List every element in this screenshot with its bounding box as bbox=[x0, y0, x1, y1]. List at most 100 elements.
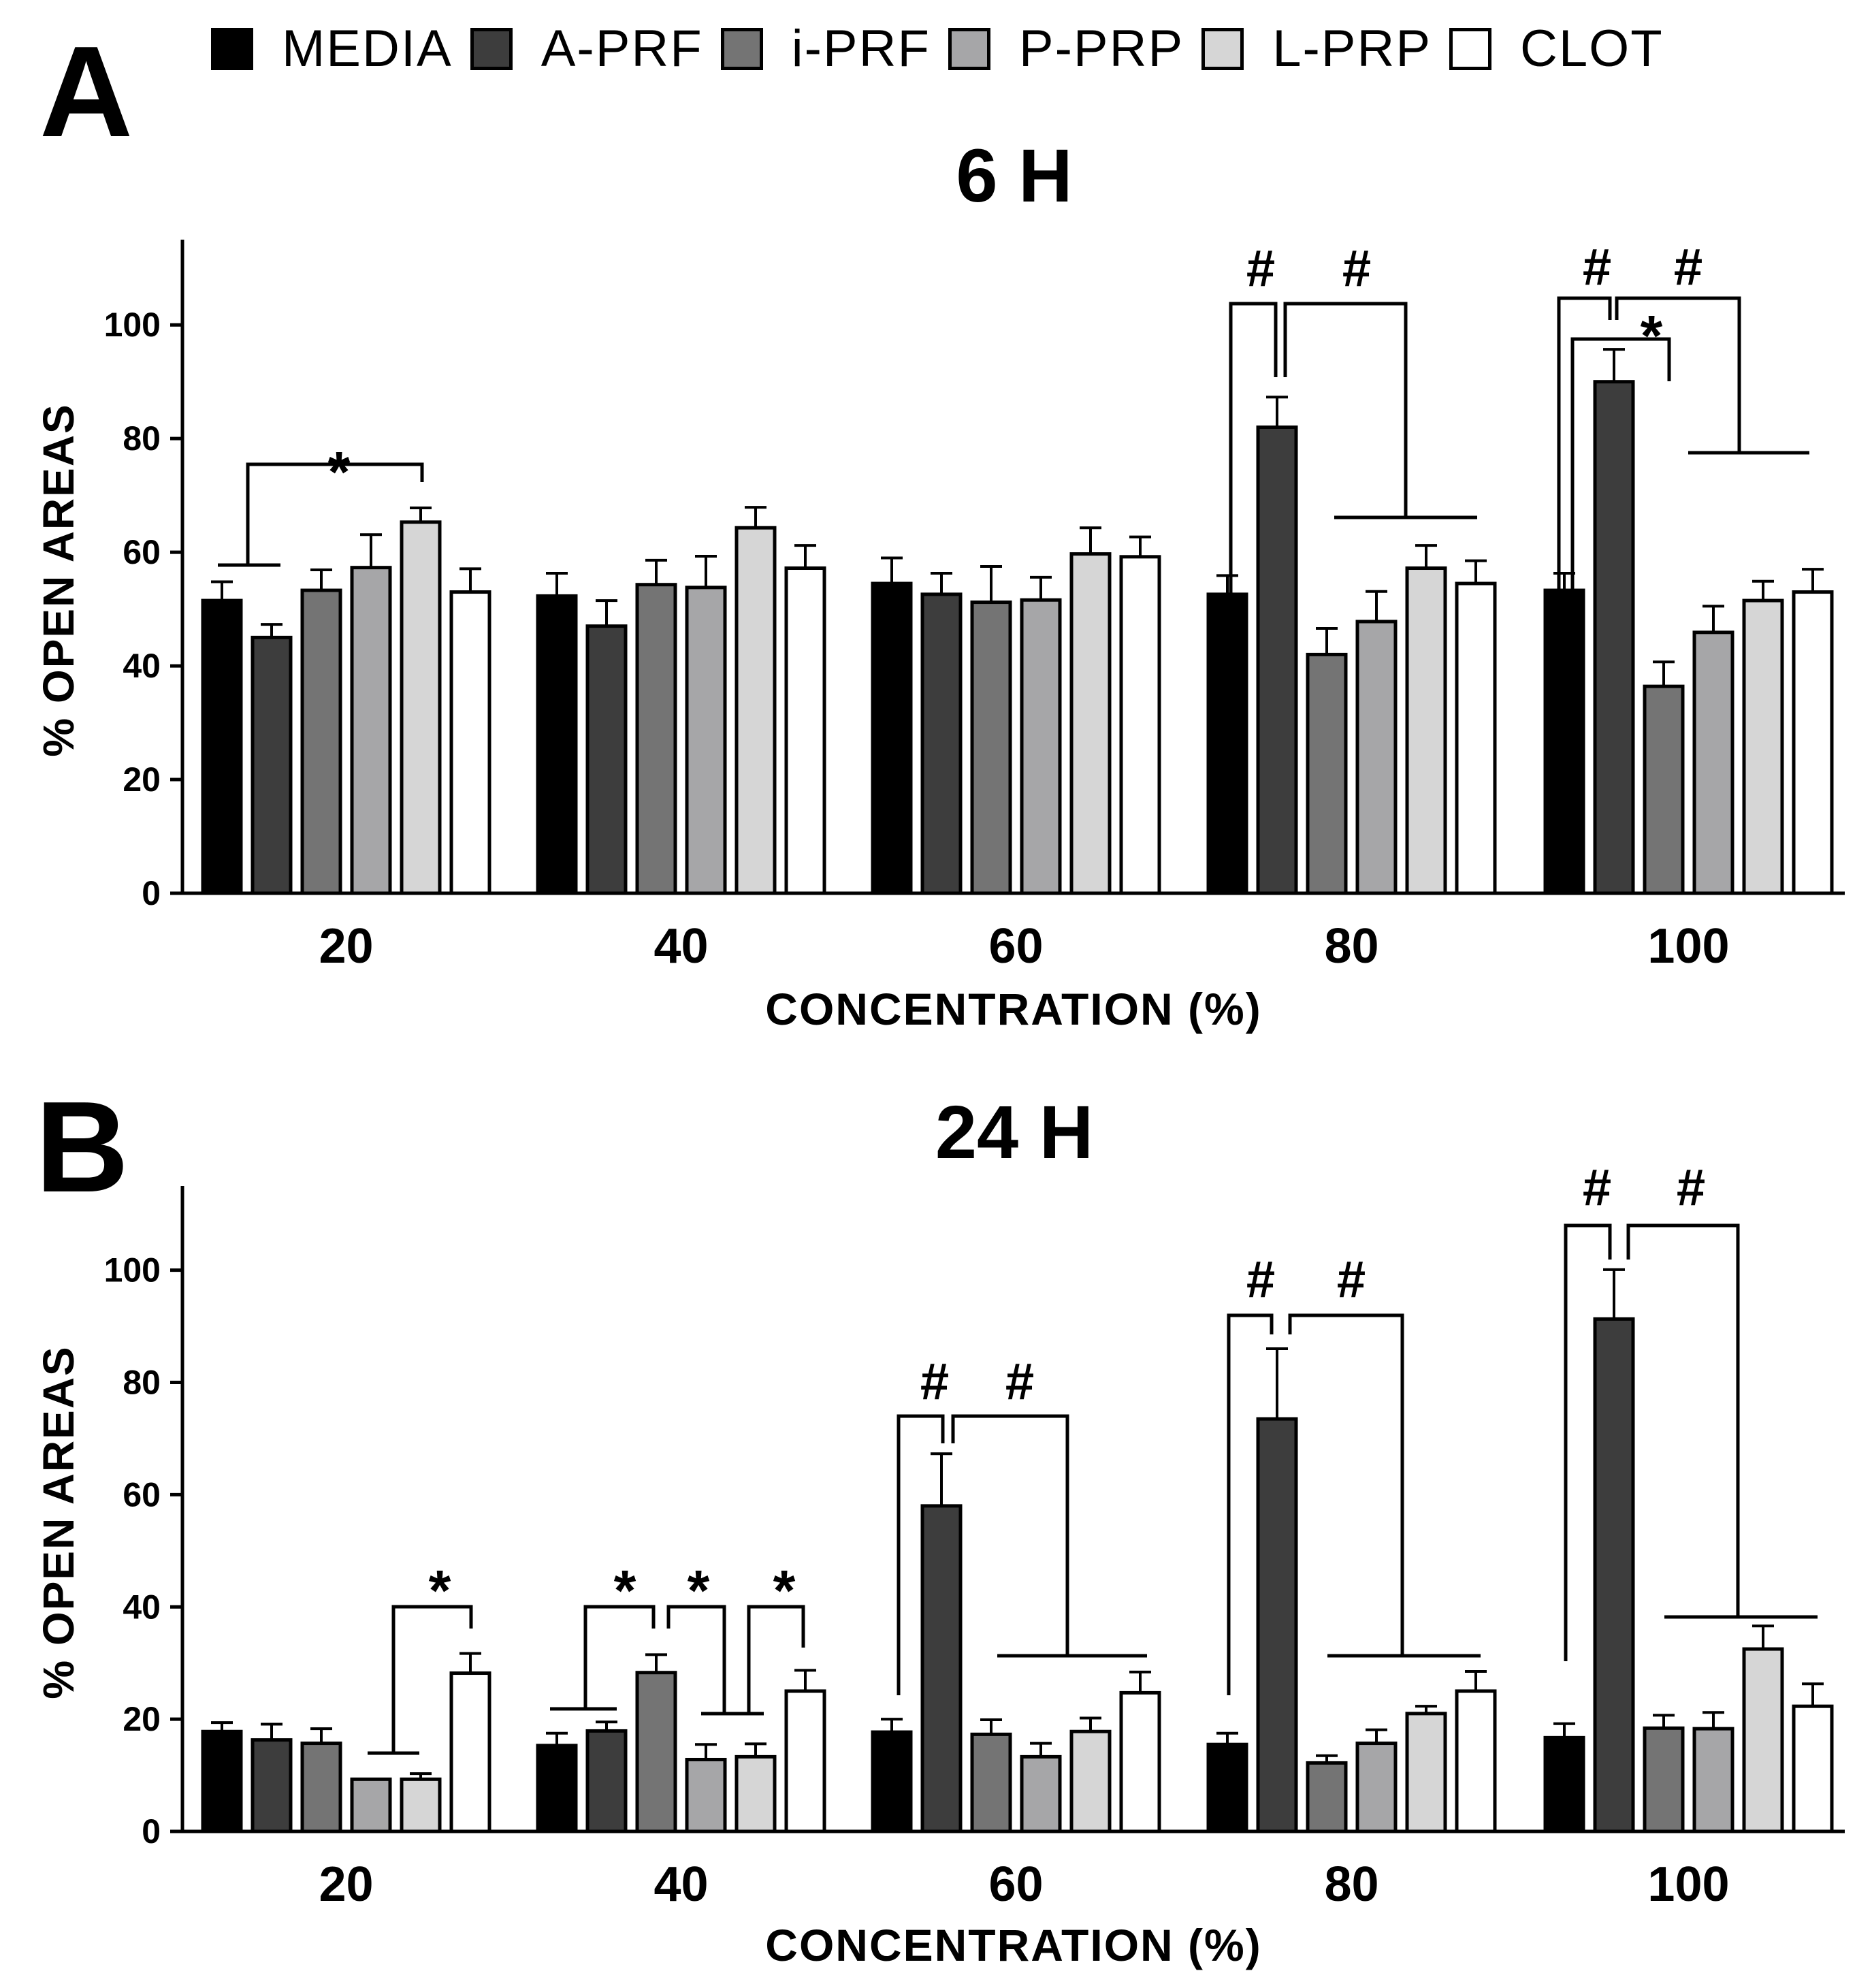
panel-b-bar-clot-40 bbox=[784, 1689, 826, 1833]
panel-a-bar-clot-100 bbox=[1792, 590, 1834, 895]
panel-letter-a: A bbox=[39, 20, 133, 164]
panel-b-bar-a-prf-40 bbox=[585, 1729, 628, 1833]
panel-b-significance-bracket bbox=[897, 1414, 945, 1695]
panel-a-bar-media-60 bbox=[871, 581, 913, 895]
panel-a-bar-i-prf-40 bbox=[635, 583, 677, 895]
panel-a-bar-a-prf-60 bbox=[920, 592, 963, 895]
panel-a-y-tick-label: 100 bbox=[104, 306, 161, 344]
panel-b-bar-i-prf-40 bbox=[635, 1671, 677, 1833]
panel-b-significance-hash: # bbox=[1246, 1251, 1275, 1309]
legend-swatch-l-prp bbox=[1201, 27, 1244, 70]
panel-a-bar-clot-40 bbox=[784, 566, 826, 895]
legend-swatch-media bbox=[211, 27, 253, 70]
panel-a-significance-star: * bbox=[1641, 304, 1663, 368]
panel-b-bar-i-prf-60 bbox=[970, 1732, 1012, 1833]
panel-a-bar-p-prp-60 bbox=[1020, 598, 1062, 895]
panel-b-bar-a-prf-100 bbox=[1593, 1317, 1635, 1833]
panel-a-x-tick-label: 100 bbox=[1647, 919, 1729, 974]
panel-b-bar-clot-80 bbox=[1455, 1689, 1497, 1833]
panel-b-bar-clot-20 bbox=[449, 1671, 491, 1833]
legend-label-a-prf: A-PRF bbox=[540, 20, 703, 78]
panel-b-bar-l-prp-100 bbox=[1742, 1647, 1784, 1833]
panel-b-bar-l-prp-40 bbox=[735, 1754, 777, 1833]
legend-swatch-a-prf bbox=[470, 27, 513, 70]
panel-b-bar-i-prf-80 bbox=[1306, 1761, 1348, 1833]
legend-item-a-prf: A-PRF bbox=[470, 19, 703, 78]
panel-a-significance-hash: # bbox=[1246, 240, 1275, 298]
panel-b-bar-l-prp-60 bbox=[1069, 1729, 1112, 1833]
panel-a-bar-clot-20 bbox=[449, 590, 491, 895]
panel-b-bar-media-40 bbox=[536, 1744, 578, 1833]
legend-label-media: MEDIA bbox=[282, 20, 453, 78]
panel-b-bar-i-prf-100 bbox=[1643, 1726, 1685, 1833]
panel-a-y-tick-label: 20 bbox=[123, 760, 161, 799]
panel-letter-b: B bbox=[35, 1075, 129, 1219]
panel-a-significance-bracket bbox=[1283, 302, 1408, 517]
panel-a-bar-i-prf-60 bbox=[970, 600, 1012, 895]
legend-item-p-prp: P-PRP bbox=[948, 19, 1184, 78]
legend-label-clot: CLOT bbox=[1520, 20, 1664, 78]
panel-a-bar-i-prf-20 bbox=[300, 588, 342, 895]
panel-b-significance-hash: # bbox=[1677, 1159, 1705, 1217]
panel-a-bar-l-prp-20 bbox=[400, 520, 442, 895]
panel-a-bar-a-prf-80 bbox=[1256, 425, 1298, 895]
legend-swatch-clot bbox=[1449, 27, 1492, 70]
panel-a-bar-media-100 bbox=[1543, 588, 1585, 895]
panel-b-significance-bracket bbox=[1626, 1223, 1740, 1617]
panel-a-significance-star: * bbox=[328, 440, 351, 504]
panel-a-bar-l-prp-40 bbox=[735, 526, 777, 895]
panel-a-y-axis-label: % OPEN AREAS bbox=[34, 403, 83, 757]
panel-b-bar-media-60 bbox=[871, 1730, 913, 1833]
panel-b-bar-clot-60 bbox=[1119, 1690, 1161, 1833]
legend-swatch-i-prf bbox=[720, 27, 763, 70]
panel-b-significance-hash: # bbox=[920, 1353, 949, 1411]
panel-b-bar-p-prp-20 bbox=[350, 1777, 392, 1833]
panel-b-significance-hash: # bbox=[1337, 1251, 1366, 1309]
panel-a-significance-hash: # bbox=[1583, 238, 1611, 296]
panel-a-y-tick-label: 0 bbox=[142, 874, 161, 912]
panel-b-x-tick-label: 40 bbox=[653, 1857, 708, 1912]
legend-label-p-prp: P-PRP bbox=[1018, 20, 1184, 78]
panel-b-y-tick-label: 20 bbox=[123, 1700, 161, 1738]
panel-a-significance-bracket bbox=[1229, 302, 1278, 688]
panel-a-significance-hash: # bbox=[1674, 238, 1702, 296]
panel-b-x-tick-label: 100 bbox=[1647, 1857, 1729, 1912]
panel-b-x-axis-label: CONCENTRATION (%) bbox=[765, 1920, 1261, 1970]
panel-a-bar-clot-60 bbox=[1119, 555, 1161, 895]
panel-b-bar-p-prp-60 bbox=[1020, 1754, 1062, 1833]
panel-a-significance-bracket bbox=[246, 462, 424, 565]
panel-a-bar-p-prp-100 bbox=[1692, 630, 1734, 895]
panel-a-bar-a-prf-40 bbox=[585, 624, 628, 895]
panel-b-bar-a-prf-20 bbox=[251, 1738, 293, 1833]
legend: MEDIA A-PRF i-PRF P-PRP L-PRP CLOT bbox=[211, 19, 1681, 78]
panel-b-y-tick-label: 80 bbox=[123, 1364, 161, 1402]
panel-b-significance-bracket bbox=[666, 1605, 726, 1714]
legend-item-l-prp: L-PRP bbox=[1201, 19, 1432, 78]
panel-b-significance-star: * bbox=[688, 1558, 710, 1622]
panel-a-significance-bracket bbox=[1570, 337, 1671, 688]
panel-b-x-tick-label: 80 bbox=[1324, 1857, 1378, 1912]
panel-a-y-tick-label: 60 bbox=[123, 533, 161, 571]
panel-a-bar-media-80 bbox=[1206, 592, 1248, 895]
panel-a-significance-hash: # bbox=[1342, 240, 1371, 298]
panel-a-bar-i-prf-100 bbox=[1643, 684, 1685, 895]
legend-label-i-prf: i-PRF bbox=[791, 20, 931, 78]
panel-b-significance-bracket bbox=[951, 1414, 1069, 1656]
panel-b-title: 24 H bbox=[935, 1091, 1094, 1174]
panel-a-significance-bracket bbox=[1557, 296, 1612, 688]
legend-label-l-prp: L-PRP bbox=[1272, 20, 1432, 78]
panel-b-bar-p-prp-100 bbox=[1692, 1727, 1734, 1833]
panel-a-significance-bracket bbox=[1615, 296, 1741, 453]
panel-a-y-tick-label: 80 bbox=[123, 419, 161, 458]
panel-b-x-tick-label: 20 bbox=[319, 1857, 373, 1912]
panel-a-bar-media-20 bbox=[201, 598, 243, 895]
panel-a-x-tick-label: 60 bbox=[988, 919, 1043, 974]
panel-a-bar-p-prp-20 bbox=[350, 566, 392, 895]
panel-a-bar-l-prp-60 bbox=[1069, 552, 1112, 895]
panel-b-bar-media-20 bbox=[201, 1729, 243, 1833]
panel-a-title: 6 H bbox=[956, 134, 1073, 218]
panel-b-bar-clot-100 bbox=[1792, 1704, 1834, 1833]
legend-item-clot: CLOT bbox=[1449, 19, 1664, 78]
panel-b-bar-media-80 bbox=[1206, 1742, 1248, 1833]
